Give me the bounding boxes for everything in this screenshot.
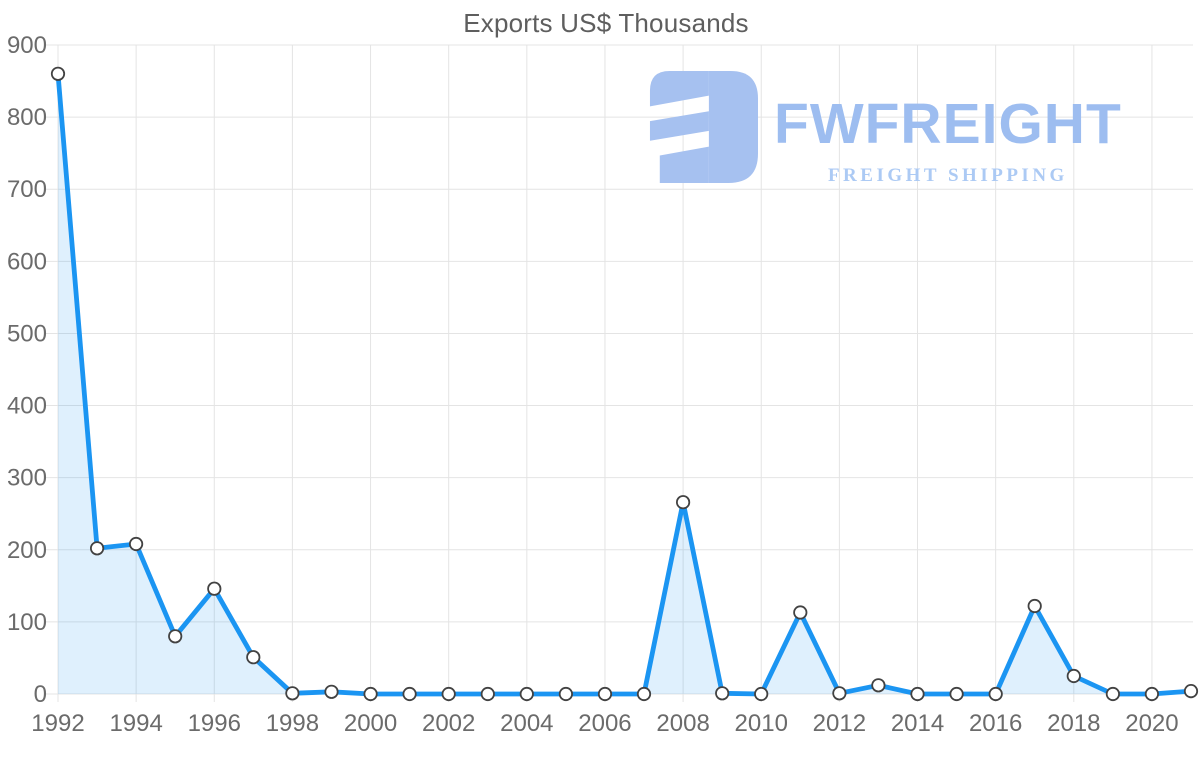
data-point <box>988 686 1003 702</box>
x-axis-label: 2004 <box>500 710 553 737</box>
x-axis-label: 2018 <box>1047 710 1100 737</box>
data-point <box>363 686 378 702</box>
y-axis-label: 500 <box>7 320 47 347</box>
data-point <box>441 686 456 702</box>
y-axis-label: 300 <box>7 465 47 492</box>
data-point <box>871 678 886 693</box>
x-axis-label: 2008 <box>656 710 709 737</box>
data-point <box>519 686 534 702</box>
data-point <box>1144 686 1160 702</box>
data-point <box>168 629 183 644</box>
data-point <box>793 605 808 620</box>
x-axis-label: 2002 <box>422 710 475 737</box>
data-point <box>1105 686 1121 702</box>
y-axis-label: 400 <box>7 393 47 420</box>
data-point <box>480 686 495 702</box>
x-axis-label: 2010 <box>735 710 788 737</box>
x-axis-label: 1998 <box>266 710 319 737</box>
data-point <box>636 686 652 702</box>
x-axis-label: 1992 <box>31 710 84 737</box>
data-point <box>597 686 613 702</box>
data-point <box>754 686 769 702</box>
fwfreight-logo-icon <box>649 71 758 183</box>
data-point <box>246 650 261 665</box>
x-axis-label: 2000 <box>344 710 397 737</box>
x-axis-label: 2016 <box>969 710 1022 737</box>
data-point <box>949 686 964 702</box>
data-point <box>207 581 222 596</box>
data-point <box>675 495 691 510</box>
y-axis-label: 800 <box>7 104 47 131</box>
data-point <box>558 686 574 702</box>
y-axis-label: 100 <box>7 609 47 636</box>
y-axis-label: 600 <box>7 248 47 275</box>
brand-tagline: FREIGHT SHIPPING <box>827 165 1068 186</box>
data-point <box>910 686 925 702</box>
data-point <box>129 536 144 552</box>
x-axis-label: 1994 <box>109 710 162 737</box>
y-axis-label: 900 <box>7 32 47 59</box>
data-point <box>50 66 66 81</box>
x-axis-label: 2014 <box>891 710 944 737</box>
chart-title: Exports US$ Thousands <box>463 8 749 38</box>
y-axis-label: 0 <box>34 681 47 708</box>
data-point <box>1066 668 1081 684</box>
x-axis-label: 1996 <box>188 710 241 737</box>
data-point <box>402 686 417 702</box>
y-axis-label: 700 <box>7 176 47 203</box>
series-line <box>55 71 1194 697</box>
data-point <box>832 686 847 701</box>
brand-logo: FWFREIGHT FREIGHT SHIPPING <box>648 70 1122 187</box>
x-axis-label: 2020 <box>1125 710 1178 737</box>
data-point <box>324 684 339 699</box>
brand-name: FWFREIGHT <box>774 92 1122 156</box>
y-axis-label: 200 <box>7 537 47 564</box>
x-axis-label: 2006 <box>578 710 631 737</box>
data-point <box>715 686 730 701</box>
data-point <box>90 541 105 556</box>
brand-text-block: FWFREIGHT FREIGHT SHIPPING <box>774 70 1122 187</box>
x-axis-label: 2012 <box>813 710 866 737</box>
data-point <box>285 686 300 701</box>
data-point <box>1183 683 1199 699</box>
data-point <box>1027 598 1042 614</box>
